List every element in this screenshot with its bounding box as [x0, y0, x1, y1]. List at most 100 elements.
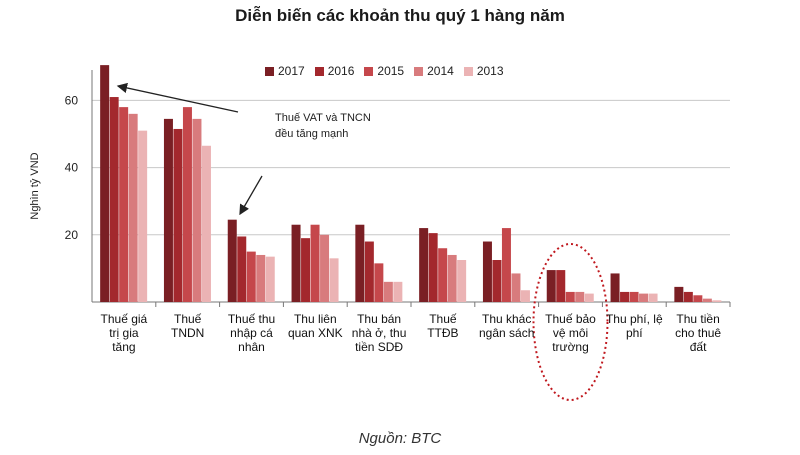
bar-2016 — [109, 97, 119, 302]
bar-2016 — [364, 241, 374, 302]
x-tick-label-line: vệ môi — [552, 326, 589, 340]
bar-2016 — [237, 236, 247, 302]
x-tick-label: Thuế TTĐB — [407, 312, 479, 340]
bar-2015 — [119, 107, 129, 303]
bar-2016 — [683, 291, 693, 302]
bar-2014 — [702, 298, 712, 302]
bar-2014 — [192, 118, 202, 302]
bar-2017 — [482, 241, 492, 302]
bar-2017 — [163, 118, 173, 302]
legend-item: 2013 — [463, 64, 504, 78]
y-tick-label: 40 — [65, 161, 79, 175]
bar-2015 — [629, 291, 639, 302]
x-tick-label: Thu liên quan XNK — [279, 312, 351, 340]
bar-2013 — [457, 260, 467, 302]
x-tick-label-line: quan XNK — [287, 326, 343, 340]
y-tick-label: 60 — [65, 93, 79, 107]
bar-2017 — [100, 65, 110, 303]
legend-label: 2015 — [377, 64, 405, 78]
x-tick-label-line: Thu bán — [357, 312, 402, 326]
bar-2014 — [383, 281, 393, 302]
bar-2015 — [438, 248, 448, 302]
bar-2015 — [374, 263, 384, 302]
legend-swatch — [265, 66, 274, 76]
bar-2017 — [546, 270, 556, 302]
x-tick-label: Thu phí, lệ phí — [598, 312, 670, 340]
source-note: Nguồn: BTC — [358, 430, 442, 447]
bar-2017 — [674, 286, 684, 302]
bar-2016 — [428, 233, 438, 302]
bar-2013 — [584, 293, 594, 302]
x-tick-label-line: Thu khác — [482, 312, 532, 326]
x-tick-label-line: Thuế thu — [227, 312, 276, 326]
x-tick-label-line: phí — [625, 326, 643, 340]
annotation-arrow-vat — [116, 82, 239, 113]
bar-2016 — [173, 128, 183, 302]
x-tick-label-line: cho thuê — [675, 326, 722, 340]
x-tick-label-line: nhập cá — [230, 326, 273, 340]
bar-2014 — [320, 234, 330, 302]
x-tick-label-line: đất — [689, 340, 707, 354]
x-tick-label: Thuế thu nhập cá nhân — [216, 312, 288, 354]
legend-label: 2016 — [327, 64, 355, 78]
x-tick-label: Thu tiền cho thuê đất — [662, 312, 734, 354]
bar-2013 — [138, 130, 148, 302]
bar-2013 — [265, 256, 275, 302]
legend-label: 2013 — [476, 64, 504, 78]
legend-label: 2017 — [278, 64, 305, 78]
bar-2014 — [128, 113, 138, 302]
legend-item: 2014 — [414, 64, 454, 78]
bar-2017 — [291, 224, 301, 302]
bar-2013 — [648, 293, 658, 302]
x-tick-label-line: nhà ở, thu — [351, 326, 407, 340]
bar-2015 — [693, 295, 703, 302]
legend-label: 2014 — [427, 64, 454, 78]
x-tick-label-line: trường — [552, 340, 589, 354]
bar-2016 — [301, 238, 311, 302]
y-axis-label: Nghìn tỷ VND — [29, 152, 41, 219]
annotation-line-1: Thuế VAT và TNCN — [275, 112, 371, 124]
x-tick-label: Thuế giá trị gia tăng — [88, 312, 160, 354]
legend-item: 2015 — [364, 64, 404, 78]
x-tick-label: Thu bán nhà ở, thu tiền SDĐ — [343, 312, 415, 354]
x-tick-label-line: TNDN — [171, 326, 205, 340]
annotation-line-2: đều tăng mạnh — [275, 128, 349, 140]
x-tick-label: Thuế bảo vệ môi trường — [535, 312, 607, 354]
legend-swatch — [364, 66, 374, 76]
bar-2015 — [565, 291, 575, 302]
legend-item: 2017 — [265, 64, 305, 78]
legend-swatch — [463, 66, 473, 76]
y-tick-label: 20 — [65, 228, 79, 242]
x-tick-label-line: Thuế giá — [100, 312, 148, 326]
legend-swatch — [414, 66, 424, 76]
x-tick-label-line: Thu phí, lệ — [605, 312, 663, 326]
bar-2013 — [393, 281, 403, 302]
bar-2017 — [355, 224, 365, 302]
bar-2015 — [501, 228, 511, 302]
bar-2013 — [520, 290, 530, 302]
bar-2017 — [419, 228, 429, 302]
x-tick-label: Thuế TNDN — [152, 312, 224, 340]
bar-2017 — [610, 273, 620, 302]
x-tick-label-line: trị gia — [109, 326, 139, 340]
x-tick-label: Thu khác ngân sách — [471, 312, 543, 340]
highlight-ellipse — [532, 243, 609, 401]
x-tick-label-line: Thu tiền — [676, 312, 720, 326]
chart-legend: 2017 2016 2015 2014 2013 — [265, 64, 504, 78]
bar-2014 — [639, 293, 649, 302]
bar-2013 — [201, 145, 211, 302]
bar-2016 — [492, 260, 502, 302]
annotation-arrow-tncn — [239, 175, 263, 216]
bar-2014 — [511, 273, 521, 302]
bar-2014 — [256, 254, 266, 302]
x-tick-label-line: Thu liên — [293, 312, 337, 326]
x-tick-label-line: Thuế — [429, 312, 457, 326]
bar-2013 — [712, 300, 722, 302]
x-tick-label-line: nhân — [238, 340, 265, 354]
bar-2014 — [447, 254, 457, 302]
x-tick-label-line: Thuế — [174, 312, 202, 326]
x-tick-label-line: TTĐB — [427, 326, 459, 340]
chart-title: Diễn biến các khoản thu quý 1 hàng năm — [235, 6, 565, 25]
x-tick-label-line: ngân sách — [478, 326, 535, 340]
